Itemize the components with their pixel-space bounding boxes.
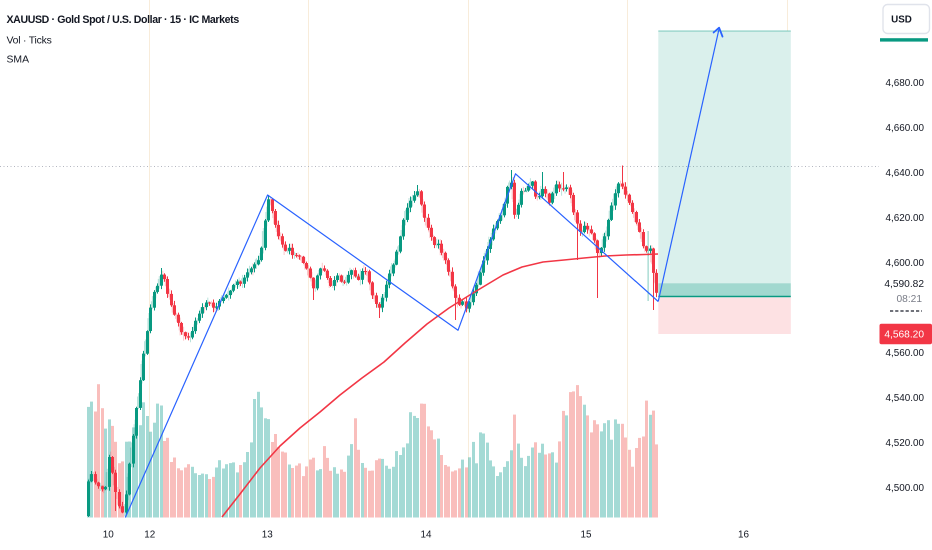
svg-text:4,560.00: 4,560.00 [886, 348, 925, 359]
svg-text:4,520.00: 4,520.00 [886, 438, 925, 449]
svg-text:10: 10 [103, 530, 114, 541]
svg-text:USD: USD [891, 15, 912, 26]
svg-text:4,590.82: 4,590.82 [884, 279, 924, 290]
svg-text:4,500.00: 4,500.00 [886, 483, 925, 494]
svg-text:16: 16 [738, 530, 749, 541]
svg-text:Vol · Ticks: Vol · Ticks [7, 35, 52, 46]
svg-text:4,620.00: 4,620.00 [886, 213, 925, 224]
svg-text:XAUUSD · Gold Spot / U.S. Doll: XAUUSD · Gold Spot / U.S. Dollar · 15 · … [7, 14, 240, 26]
svg-text:4,568.20: 4,568.20 [884, 330, 924, 341]
svg-text:4,680.00: 4,680.00 [886, 78, 925, 89]
svg-text:4,600.00: 4,600.00 [886, 258, 925, 269]
svg-text:13: 13 [262, 530, 273, 541]
svg-text:12: 12 [144, 530, 155, 541]
svg-text:SMA: SMA [7, 54, 30, 65]
svg-text:4,640.00: 4,640.00 [886, 168, 925, 179]
svg-text:08:21: 08:21 [897, 294, 923, 305]
svg-text:4,660.00: 4,660.00 [886, 123, 925, 134]
svg-text:15: 15 [581, 530, 592, 541]
svg-text:14: 14 [421, 530, 432, 541]
svg-text:4,540.00: 4,540.00 [886, 393, 925, 404]
